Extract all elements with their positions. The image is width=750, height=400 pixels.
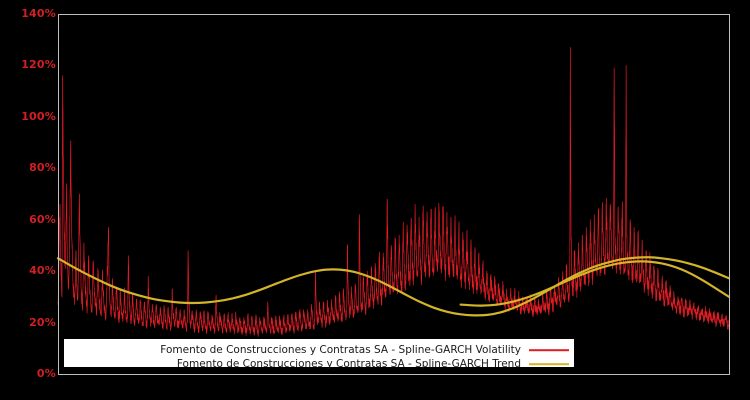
axes-border [58, 14, 730, 375]
series-line-trend-right [459, 260, 731, 307]
y-axis-tick-label: 0% [36, 367, 56, 380]
legend-label-trend: Fomento de Construcciones y Contratas SA… [176, 357, 521, 370]
legend[interactable]: Fomento de Construcciones y Contratas SA… [64, 339, 574, 370]
legend-swatch-trend [529, 359, 569, 369]
series-layer [56, 47, 731, 337]
y-axis-tick-label: 80% [29, 161, 56, 175]
legend-swatch-volatility [529, 345, 569, 355]
y-axis-tick-label: 20% [29, 315, 56, 329]
y-axis-tick-label: 100% [21, 109, 56, 123]
y-axis-tick-label: 40% [29, 264, 56, 278]
y-axis-tick-labels: 0% 20% 40% 60% 80% 100% 120% 140% [0, 0, 56, 400]
y-axis-tick-label: 140% [21, 7, 56, 20]
axes-frame [58, 14, 730, 375]
legend-entry-trend[interactable]: Fomento de Construcciones y Contratas SA… [69, 357, 569, 371]
y-axis-tick-label: 120% [21, 58, 56, 72]
legend-label-volatility: Fomento de Construcciones y Contratas SA… [160, 343, 521, 356]
legend-entry-volatility[interactable]: Fomento de Construcciones y Contratas SA… [69, 343, 569, 357]
y-axis-tick-label: 60% [29, 212, 56, 226]
series-line-trend [56, 256, 731, 317]
